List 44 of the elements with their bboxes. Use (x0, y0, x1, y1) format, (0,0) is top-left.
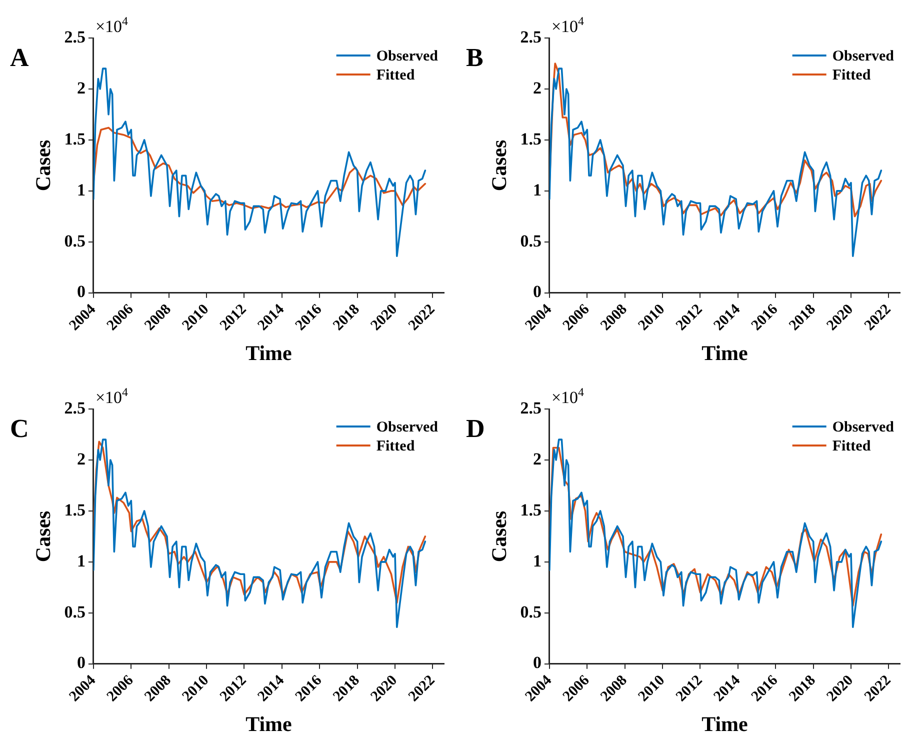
legend-label: Fitted (376, 67, 416, 84)
legend-label: Observed (832, 419, 895, 436)
chart-title: D (466, 414, 485, 443)
y-tick-label: 1.5 (520, 129, 542, 148)
y-axis-title: Cases (31, 140, 56, 192)
y-tick-label: 1.5 (64, 129, 86, 148)
legend-label: Observed (376, 419, 439, 436)
y-tick-label: 2.5 (520, 27, 542, 46)
y-tick-label: 0.5 (520, 602, 542, 622)
y-tick-label: 1 (76, 180, 86, 200)
y-tick-label: 1 (532, 180, 542, 200)
chart-title: B (466, 43, 484, 72)
y-tick-label: 2.5 (64, 27, 86, 46)
y-tick-label: 2 (532, 449, 542, 468)
y-tick-label: 2.5 (64, 398, 86, 418)
y-tick-label: 2 (532, 78, 542, 98)
y-tick-label: 2 (76, 78, 86, 98)
y-tick-label: 0.5 (520, 231, 542, 250)
y-tick-label: 1 (76, 551, 86, 570)
y-tick-label: 1 (532, 551, 542, 570)
y-axis-title: Cases (487, 140, 512, 192)
chart-title: C (10, 414, 29, 443)
y-tick-label: 2.5 (520, 398, 542, 418)
legend-label: Fitted (832, 67, 872, 84)
y-tick-label: 0 (532, 653, 542, 672)
x-axis-title: Time (702, 712, 748, 736)
x-axis-title: Time (246, 712, 292, 736)
y-axis-title: Cases (487, 510, 512, 562)
y-tick-label: 1.5 (520, 500, 542, 520)
y-tick-label: 0 (532, 282, 542, 302)
legend-label: Observed (832, 48, 895, 64)
y-tick-label: 0 (76, 282, 86, 302)
legend-label: Fitted (376, 438, 416, 454)
y-tick-label: 0.5 (64, 231, 86, 250)
y-tick-label: 1.5 (64, 500, 86, 520)
y-tick-label: 0.5 (64, 602, 86, 622)
x-axis-title: Time (702, 340, 748, 365)
legend-label: Fitted (832, 438, 872, 454)
y-tick-label: 2 (76, 449, 86, 468)
y-tick-label: 0 (76, 653, 86, 672)
y-axis-title: Cases (31, 510, 56, 562)
x-axis-title: Time (246, 340, 292, 365)
chart-title: A (10, 43, 29, 72)
legend-label: Observed (376, 48, 439, 64)
